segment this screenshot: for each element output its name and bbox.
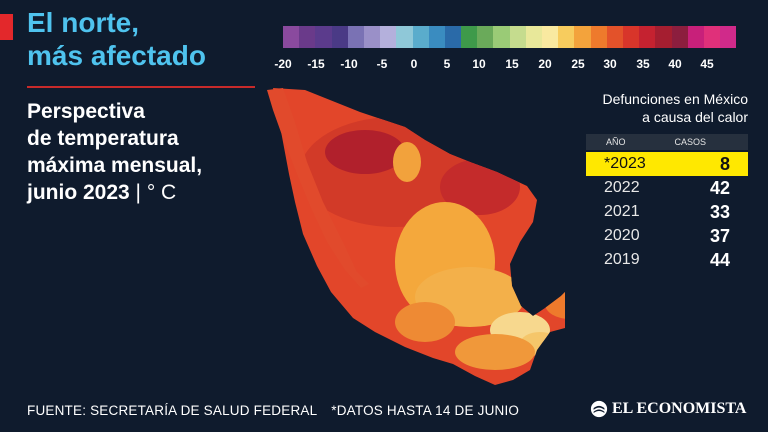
headline-line-1: El norte, xyxy=(27,7,140,38)
panel-title: Defunciones en México a causa del calor xyxy=(573,90,748,126)
scale-label: 0 xyxy=(410,57,418,71)
scale-swatch xyxy=(380,26,397,48)
scale-swatch xyxy=(283,26,300,48)
headline-divider xyxy=(27,86,255,88)
scale-swatch xyxy=(671,26,688,48)
scale-swatch xyxy=(477,26,494,48)
scale-label: 20 xyxy=(538,57,552,71)
scale-swatch xyxy=(444,26,462,48)
economista-logo-icon xyxy=(590,400,608,418)
mexico-temperature-map xyxy=(267,88,565,385)
row-year: 2022 xyxy=(604,179,640,196)
scale-label: 5 xyxy=(443,57,451,71)
scale-labels: -20 -15 -10 -5 0 5 10 15 20 25 30 35 40 45 xyxy=(274,57,753,75)
scale-label: 35 xyxy=(636,57,650,71)
scale-swatch xyxy=(493,26,510,48)
row-year: *2023 xyxy=(604,155,646,172)
row-year: 2019 xyxy=(604,251,640,268)
headline: El norte, más afectado xyxy=(27,6,206,72)
panel-title-line-2: a causa del calor xyxy=(642,109,748,125)
scale-label: 25 xyxy=(571,57,585,71)
scale-swatch xyxy=(363,26,381,48)
headline-line-2: más afectado xyxy=(27,40,206,71)
table-row: 2019 44 xyxy=(586,248,748,272)
scale-swatch xyxy=(639,26,656,48)
scale-label: -10 xyxy=(340,57,358,71)
row-year: 2020 xyxy=(604,227,640,244)
table-row: 2021 33 xyxy=(586,200,748,224)
row-cases: 44 xyxy=(709,249,730,270)
scale-label: 30 xyxy=(603,57,617,71)
scale-swatch xyxy=(412,26,429,48)
subtitle-unit: | ° C xyxy=(129,181,177,204)
scale-swatch xyxy=(299,26,316,48)
scale-label: 10 xyxy=(472,57,486,71)
scale-swatch xyxy=(525,26,542,48)
row-year: 2021 xyxy=(604,203,640,220)
footer-source: FUENTE: SECRETARÍA DE SALUD FEDERAL *DAT… xyxy=(27,403,529,418)
subtitle-line-4: junio 2023 | ° C xyxy=(27,179,202,206)
scale-label: -15 xyxy=(307,57,325,71)
scale-swatch xyxy=(703,26,721,48)
baja-california-peninsula xyxy=(267,88,369,288)
scale-swatch xyxy=(461,26,478,48)
scale-swatch xyxy=(687,26,704,48)
subtitle-date: junio 2023 xyxy=(27,181,130,204)
scale-swatch xyxy=(606,26,623,48)
subtitle-line-1: Perspectiva xyxy=(27,100,145,123)
scale-swatch xyxy=(574,26,591,48)
row-cases: 37 xyxy=(709,225,730,246)
subtitle-line-3: máxima mensual, xyxy=(27,154,203,177)
scale-swatch xyxy=(720,26,737,48)
headline-accent-bar xyxy=(0,14,13,40)
table-row: 2022 42 xyxy=(586,176,748,200)
scale-swatch xyxy=(396,26,413,48)
brand: EL ECONOMISTA xyxy=(590,400,746,418)
scale-label: -5 xyxy=(376,57,388,71)
map-subtitle: Perspectiva de temperatura máxima mensua… xyxy=(27,98,202,206)
table-header: AÑO CASOS xyxy=(586,134,748,150)
scale-swatch xyxy=(347,26,364,48)
scale-swatch xyxy=(590,26,607,48)
scale-swatch xyxy=(655,26,672,48)
col-cases-header: CASOS xyxy=(674,137,706,147)
row-cases: 33 xyxy=(709,201,730,222)
row-cases: 42 xyxy=(709,177,730,198)
subtitle-line-2: de temperatura xyxy=(27,127,179,150)
scale-swatch xyxy=(558,26,575,48)
map-regions xyxy=(273,88,565,385)
scale-swatch xyxy=(509,26,526,48)
scale-swatch xyxy=(622,26,640,48)
col-year-header: AÑO xyxy=(606,137,626,147)
scale-label: 40 xyxy=(668,57,682,71)
table-row: 2020 37 xyxy=(586,224,748,248)
source-note: *DATOS HASTA 14 DE JUNIO xyxy=(331,403,520,418)
deaths-panel: Defunciones en México a causa del calor … xyxy=(573,90,748,272)
scale-swatch xyxy=(331,26,348,48)
scale-label: 15 xyxy=(505,57,519,71)
temperature-scale: -20 -15 -10 -5 0 5 10 15 20 25 30 35 40 45 xyxy=(274,26,753,75)
scale-swatches xyxy=(283,26,753,48)
table-row: *2023 8 xyxy=(586,152,748,176)
scale-swatch xyxy=(542,26,559,48)
source-text: FUENTE: SECRETARÍA DE SALUD FEDERAL xyxy=(27,403,318,418)
row-cases: 8 xyxy=(719,153,730,174)
scale-swatch xyxy=(315,26,332,48)
scale-swatch xyxy=(428,26,445,48)
brand-name: EL ECONOMISTA xyxy=(612,400,747,417)
scale-label: -20 xyxy=(274,57,292,71)
deaths-table-body: *2023 8 2022 42 2021 33 2020 37 2019 44 xyxy=(573,152,748,272)
scale-label: 45 xyxy=(700,57,714,71)
panel-title-line-1: Defunciones en México xyxy=(602,91,748,107)
